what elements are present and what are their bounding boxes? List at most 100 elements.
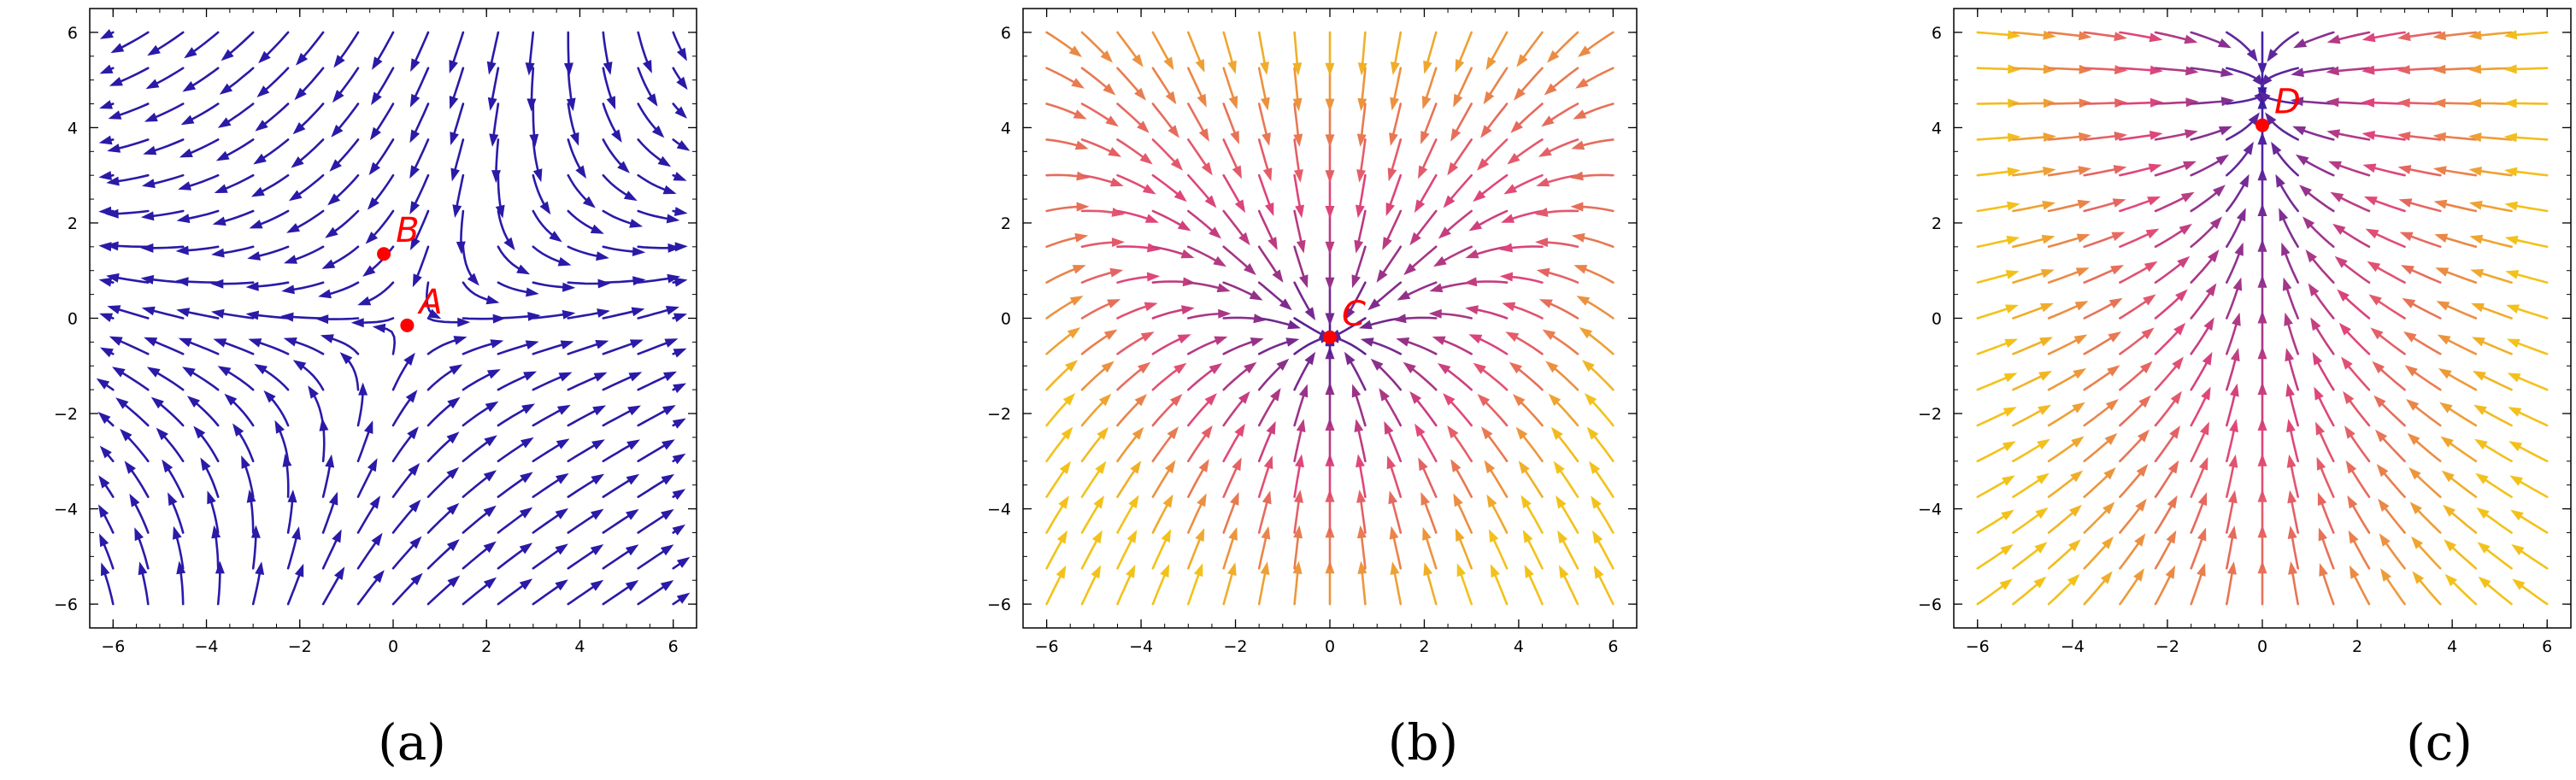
stream-arrowhead bbox=[2197, 492, 2208, 507]
stream-arrowhead bbox=[96, 378, 110, 390]
stream-arrowhead bbox=[657, 155, 672, 167]
stream-arrowhead bbox=[332, 90, 344, 103]
stream-arrowhead bbox=[2246, 49, 2258, 62]
stream-arrowhead bbox=[358, 382, 368, 396]
y-tick-label: 2 bbox=[1932, 214, 1942, 233]
stream-arrowhead bbox=[1370, 358, 1384, 371]
stream-arrowhead bbox=[2397, 98, 2410, 108]
stream-arrowhead bbox=[2275, 173, 2285, 188]
stream-arrowhead bbox=[274, 419, 285, 434]
y-tick-label: −4 bbox=[54, 501, 78, 519]
stream-arrowhead bbox=[2318, 527, 2328, 542]
stream-arrowhead bbox=[2102, 536, 2114, 549]
stream-arrowhead bbox=[556, 404, 571, 415]
stream-arrowhead bbox=[521, 403, 535, 414]
stream-arrowhead bbox=[2069, 504, 2082, 517]
stream-arrowhead bbox=[661, 508, 674, 520]
stream-arrowhead bbox=[1389, 132, 1398, 146]
stream-arrowhead bbox=[211, 525, 221, 539]
stream-line bbox=[374, 325, 397, 355]
stream-arrowhead bbox=[2503, 64, 2517, 74]
caption-b: (b) bbox=[1387, 713, 1459, 771]
stream-arrowhead bbox=[2043, 167, 2056, 176]
stream-arrowhead bbox=[456, 241, 466, 255]
stream-arrowhead bbox=[663, 371, 677, 382]
stream-arrowhead bbox=[250, 186, 265, 197]
stream-arrowhead bbox=[1325, 98, 1335, 112]
stream-arrowhead bbox=[365, 232, 379, 244]
stream-arrowhead bbox=[211, 248, 225, 258]
stream-arrowhead bbox=[2292, 126, 2307, 136]
stream-arrowhead bbox=[1238, 390, 1250, 404]
stream-arrowhead bbox=[2149, 32, 2163, 43]
stream-arrowhead bbox=[1296, 419, 1306, 432]
stream-arrowhead bbox=[1450, 459, 1461, 472]
stream-arrowhead bbox=[219, 83, 233, 95]
stream-arrowhead bbox=[2372, 361, 2385, 374]
stream-arrowhead bbox=[2217, 38, 2232, 49]
stream-arrowhead bbox=[372, 56, 383, 70]
stream-arrowhead bbox=[527, 312, 541, 321]
stream-arrowhead bbox=[520, 472, 533, 484]
stream-arrowhead bbox=[2285, 383, 2295, 397]
stream-arrowhead bbox=[1234, 423, 1245, 437]
stream-arrowhead bbox=[2006, 235, 2020, 245]
stream-arrowhead bbox=[2406, 399, 2420, 411]
stream-arrowhead bbox=[258, 50, 271, 64]
y-tick-label: −6 bbox=[987, 595, 1011, 614]
stream-arrowhead bbox=[1547, 50, 1560, 63]
stream-arrowhead bbox=[284, 255, 297, 264]
stream-arrowhead bbox=[1468, 220, 1483, 232]
stream-arrowhead bbox=[409, 201, 421, 214]
stream-arrowhead bbox=[2209, 216, 2222, 230]
stream-arrowhead bbox=[1477, 394, 1491, 407]
stream-arrowhead bbox=[2319, 563, 2328, 577]
stream-arrowhead bbox=[2330, 191, 2344, 202]
stream-arrowhead bbox=[2412, 571, 2425, 584]
stream-arrowhead bbox=[2316, 456, 2326, 471]
stream-arrowhead bbox=[2437, 334, 2451, 345]
stream-arrowhead bbox=[107, 305, 121, 314]
stream-arrowhead bbox=[331, 124, 344, 138]
stream-arrowhead bbox=[210, 279, 224, 289]
stream-arrowhead bbox=[2435, 267, 2450, 277]
stream-arrowhead bbox=[144, 337, 158, 347]
stream-arrowhead bbox=[2473, 371, 2486, 381]
stream-arrowhead bbox=[168, 492, 178, 507]
stream-arrowhead bbox=[447, 396, 461, 409]
stream-arrowhead bbox=[255, 120, 268, 132]
stream-arrowhead bbox=[1261, 97, 1270, 111]
stream-arrowhead bbox=[142, 179, 156, 189]
stream-arrowhead bbox=[373, 570, 385, 584]
stream-arrowhead bbox=[1542, 329, 1556, 340]
stream-arrowhead bbox=[2443, 504, 2455, 517]
stream-arrowhead bbox=[2508, 407, 2522, 417]
stream-arrowhead bbox=[2172, 356, 2184, 370]
stream-arrowhead bbox=[2468, 64, 2482, 74]
stream-arrowhead bbox=[2432, 132, 2446, 142]
stream-arrowhead bbox=[452, 204, 462, 218]
stream-arrowhead bbox=[215, 150, 230, 161]
stream-arrowhead bbox=[1146, 272, 1161, 282]
stream-arrowhead bbox=[245, 310, 260, 320]
stream-arrowhead bbox=[632, 247, 646, 256]
stream-arrowhead bbox=[590, 224, 604, 234]
stream-arrowhead bbox=[2473, 404, 2487, 415]
stream-arrowhead bbox=[1261, 525, 1271, 540]
stream-arrowhead bbox=[334, 566, 345, 580]
stream-arrowhead bbox=[2007, 132, 2021, 143]
stream-arrowhead bbox=[2404, 365, 2418, 377]
stream-arrowhead bbox=[1093, 495, 1104, 509]
stream-arrowhead bbox=[1999, 578, 2013, 590]
stream-arrowhead bbox=[1100, 50, 1113, 63]
stream-arrowhead bbox=[591, 473, 605, 485]
stream-arrowhead bbox=[2068, 539, 2081, 552]
stream-arrowhead bbox=[193, 425, 206, 439]
stream-arrowhead bbox=[175, 277, 189, 287]
fixed-point-d bbox=[2255, 118, 2269, 132]
stream-arrowhead bbox=[2408, 467, 2421, 480]
stream-arrowhead bbox=[1170, 158, 1184, 171]
stream-arrowhead bbox=[1228, 96, 1238, 109]
stream-arrowhead bbox=[1524, 564, 1534, 578]
stream-arrowhead bbox=[1420, 491, 1430, 506]
